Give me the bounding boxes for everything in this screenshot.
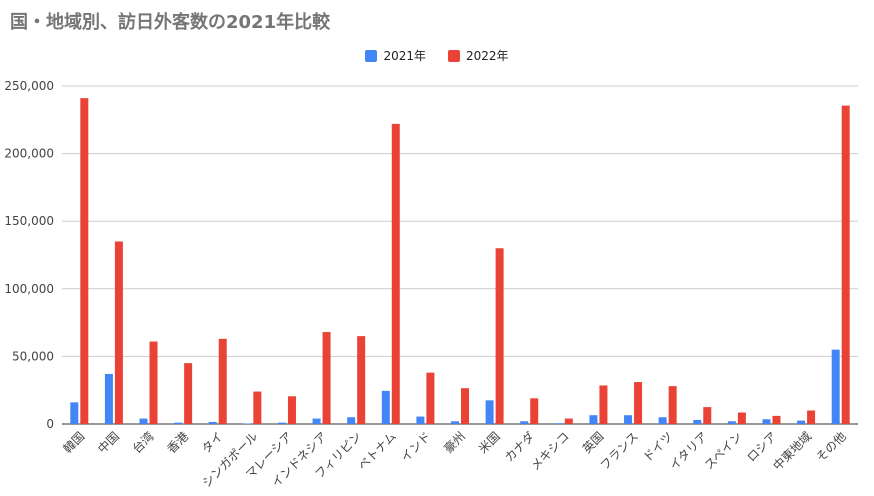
bar-2021-6[interactable] xyxy=(277,422,286,424)
bar-2022-22[interactable] xyxy=(841,105,850,424)
bar-2021-11[interactable] xyxy=(451,421,459,424)
category-label: メキシコ xyxy=(528,429,572,473)
bar-2022-10[interactable] xyxy=(426,372,435,424)
category-label: その他 xyxy=(813,429,848,464)
bar-2021-3[interactable] xyxy=(174,422,183,424)
legend-swatch-2021 xyxy=(365,49,378,62)
bar-2022-8[interactable] xyxy=(357,336,366,424)
y-tick-label: 0 xyxy=(46,417,54,431)
bar-2022-18[interactable] xyxy=(703,407,712,424)
category-label: インド xyxy=(398,429,433,464)
bar-2021-13[interactable] xyxy=(520,421,529,424)
bar-2021-0[interactable] xyxy=(70,402,79,424)
bar-2022-9[interactable] xyxy=(391,123,400,424)
category-label: フランス xyxy=(597,429,641,473)
category-label: タイ xyxy=(199,429,226,456)
category-label: 豪州 xyxy=(441,429,469,457)
category-label: スペイン xyxy=(702,429,745,472)
bar-2022-0[interactable] xyxy=(80,98,89,424)
bar-2022-13[interactable] xyxy=(530,398,539,424)
bar-2022-15[interactable] xyxy=(599,385,608,424)
legend: 2021年 2022年 xyxy=(0,47,874,64)
bar-2022-7[interactable] xyxy=(322,332,331,424)
bar-2022-1[interactable] xyxy=(114,241,123,424)
bar-2022-6[interactable] xyxy=(287,396,296,424)
legend-item-2022[interactable]: 2022年 xyxy=(448,47,509,64)
bar-2021-17[interactable] xyxy=(658,417,667,424)
bar-2021-7[interactable] xyxy=(312,418,321,424)
y-tick-label: 150,000 xyxy=(4,214,54,228)
legend-swatch-2022 xyxy=(448,49,460,62)
bar-2021-20[interactable] xyxy=(762,419,771,424)
bar-2021-1[interactable] xyxy=(104,373,113,424)
bar-2022-2[interactable] xyxy=(149,341,158,424)
bar-2022-16[interactable] xyxy=(634,382,643,424)
legend-label-2022: 2022年 xyxy=(466,49,509,63)
y-tick-label: 200,000 xyxy=(4,147,54,161)
bar-2021-2[interactable] xyxy=(139,418,148,424)
bar-2022-4[interactable] xyxy=(218,338,227,424)
bar-2022-21[interactable] xyxy=(807,410,816,424)
bar-2022-3[interactable] xyxy=(184,363,193,424)
category-label: 中国 xyxy=(94,429,122,457)
y-tick-label: 50,000 xyxy=(12,349,54,363)
bar-2022-20[interactable] xyxy=(772,415,781,424)
category-label: 英国 xyxy=(580,429,607,456)
bar-2022-14[interactable] xyxy=(564,418,573,424)
bar-2021-9[interactable] xyxy=(381,390,390,424)
bar-2022-5[interactable] xyxy=(253,391,262,424)
bar-2021-4[interactable] xyxy=(208,421,217,424)
bar-2022-19[interactable] xyxy=(737,412,746,424)
bar-2022-11[interactable] xyxy=(461,388,469,424)
category-label: ベトナム xyxy=(355,429,399,473)
bar-2021-21[interactable] xyxy=(797,420,806,424)
bar-2022-12[interactable] xyxy=(495,248,504,424)
y-tick-label: 250,000 xyxy=(4,79,54,93)
bar-2021-22[interactable] xyxy=(831,349,840,424)
bar-2021-8[interactable] xyxy=(347,417,356,424)
category-label: 米国 xyxy=(476,429,503,456)
bar-2021-10[interactable] xyxy=(416,416,425,424)
y-tick-label: 100,000 xyxy=(4,282,54,296)
bar-2021-15[interactable] xyxy=(589,415,598,424)
legend-item-2021[interactable]: 2021年 xyxy=(365,47,426,64)
bar-2021-5[interactable] xyxy=(243,423,252,425)
category-label: 香港 xyxy=(164,429,191,456)
bar-2021-19[interactable] xyxy=(727,421,736,424)
category-label: 台湾 xyxy=(129,429,157,457)
category-label: 韓国 xyxy=(61,429,88,456)
chart-title: 国・地域別、訪日外客数の2021年比較 xyxy=(10,12,331,33)
bar-2022-17[interactable] xyxy=(668,386,677,424)
category-label: イタリア xyxy=(667,429,711,473)
bar-2021-16[interactable] xyxy=(624,415,633,424)
legend-label-2021: 2021年 xyxy=(383,49,426,63)
bar-2021-18[interactable] xyxy=(693,419,702,424)
bar-2021-14[interactable] xyxy=(554,423,563,424)
category-label: 中東地域 xyxy=(770,429,815,474)
bar-2021-12[interactable] xyxy=(485,400,494,424)
